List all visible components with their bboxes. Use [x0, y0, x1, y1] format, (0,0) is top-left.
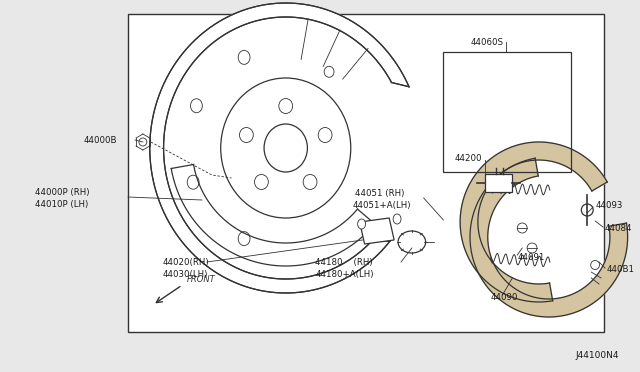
Text: 44000P (RH): 44000P (RH): [35, 187, 90, 196]
Circle shape: [139, 138, 147, 146]
Text: 44020(RH): 44020(RH): [163, 257, 209, 266]
Text: 44180    (RH): 44180 (RH): [316, 257, 373, 266]
Ellipse shape: [324, 66, 334, 77]
Ellipse shape: [191, 99, 202, 113]
Ellipse shape: [591, 260, 600, 269]
Ellipse shape: [527, 243, 537, 253]
Text: J44100N4: J44100N4: [575, 350, 619, 359]
Text: 440B1: 440B1: [607, 266, 635, 275]
Ellipse shape: [238, 50, 250, 64]
Ellipse shape: [581, 204, 593, 216]
Ellipse shape: [264, 124, 307, 172]
Text: 44091: 44091: [517, 253, 545, 263]
Text: 44051+A(LH): 44051+A(LH): [353, 201, 412, 209]
Text: 44180+A(LH): 44180+A(LH): [316, 269, 374, 279]
Polygon shape: [172, 164, 375, 266]
Ellipse shape: [239, 128, 253, 142]
Polygon shape: [150, 3, 422, 293]
Ellipse shape: [255, 174, 268, 189]
Ellipse shape: [393, 214, 401, 224]
Text: 44093: 44093: [595, 201, 623, 209]
Text: FRONT: FRONT: [188, 275, 216, 284]
Bar: [484, 174, 513, 192]
Text: 44010P (LH): 44010P (LH): [35, 199, 89, 208]
Ellipse shape: [221, 78, 351, 218]
Ellipse shape: [358, 219, 365, 229]
Text: 44030(LH): 44030(LH): [163, 269, 208, 279]
Bar: [444, 52, 572, 172]
Text: 44051 (RH): 44051 (RH): [355, 189, 404, 198]
Ellipse shape: [238, 232, 250, 246]
Text: 44084: 44084: [605, 224, 632, 232]
Ellipse shape: [188, 175, 199, 189]
Ellipse shape: [318, 128, 332, 142]
Ellipse shape: [303, 174, 317, 189]
Ellipse shape: [517, 223, 527, 233]
Text: 44000B: 44000B: [84, 135, 117, 144]
Text: 44200: 44200: [454, 154, 482, 163]
Text: 44090: 44090: [491, 294, 518, 302]
Polygon shape: [470, 158, 628, 317]
Polygon shape: [460, 142, 607, 302]
Text: 44060S: 44060S: [471, 38, 504, 46]
Ellipse shape: [279, 99, 292, 113]
Ellipse shape: [398, 231, 426, 253]
Bar: [128, 14, 604, 332]
Polygon shape: [360, 218, 394, 244]
